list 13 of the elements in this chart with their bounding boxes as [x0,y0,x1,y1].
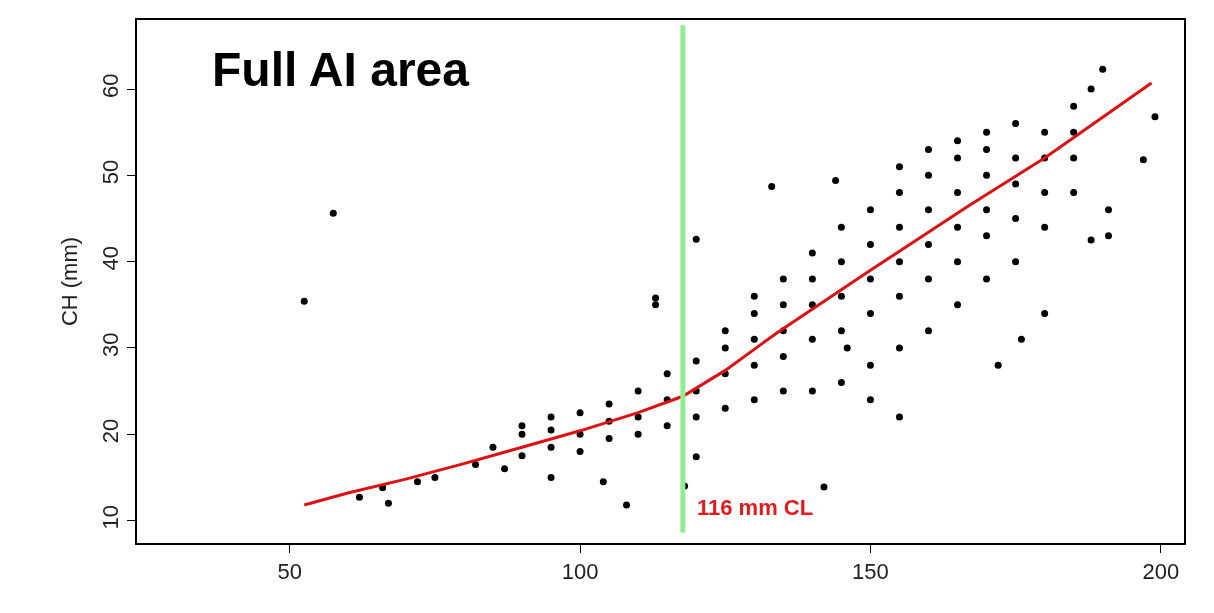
y-tick-label: 50 [98,159,124,185]
annotation: Full AI area [212,43,470,96]
y-tick-label: 30 [98,332,124,357]
y-tick-label: 20 [98,418,124,444]
x-tick-label: 100 [561,559,599,585]
x-tick-label: 150 [852,559,889,585]
ref-line-label: 116 mm CL [697,495,814,520]
x-tick-label: 200 [1142,559,1180,585]
y-tick-label: 10 [98,505,124,530]
x-tick-label: 50 [277,559,302,585]
y-tick-label: 40 [98,246,124,271]
y-axis-title: CH (mm) [56,236,82,327]
y-tick-label: 60 [98,73,124,98]
